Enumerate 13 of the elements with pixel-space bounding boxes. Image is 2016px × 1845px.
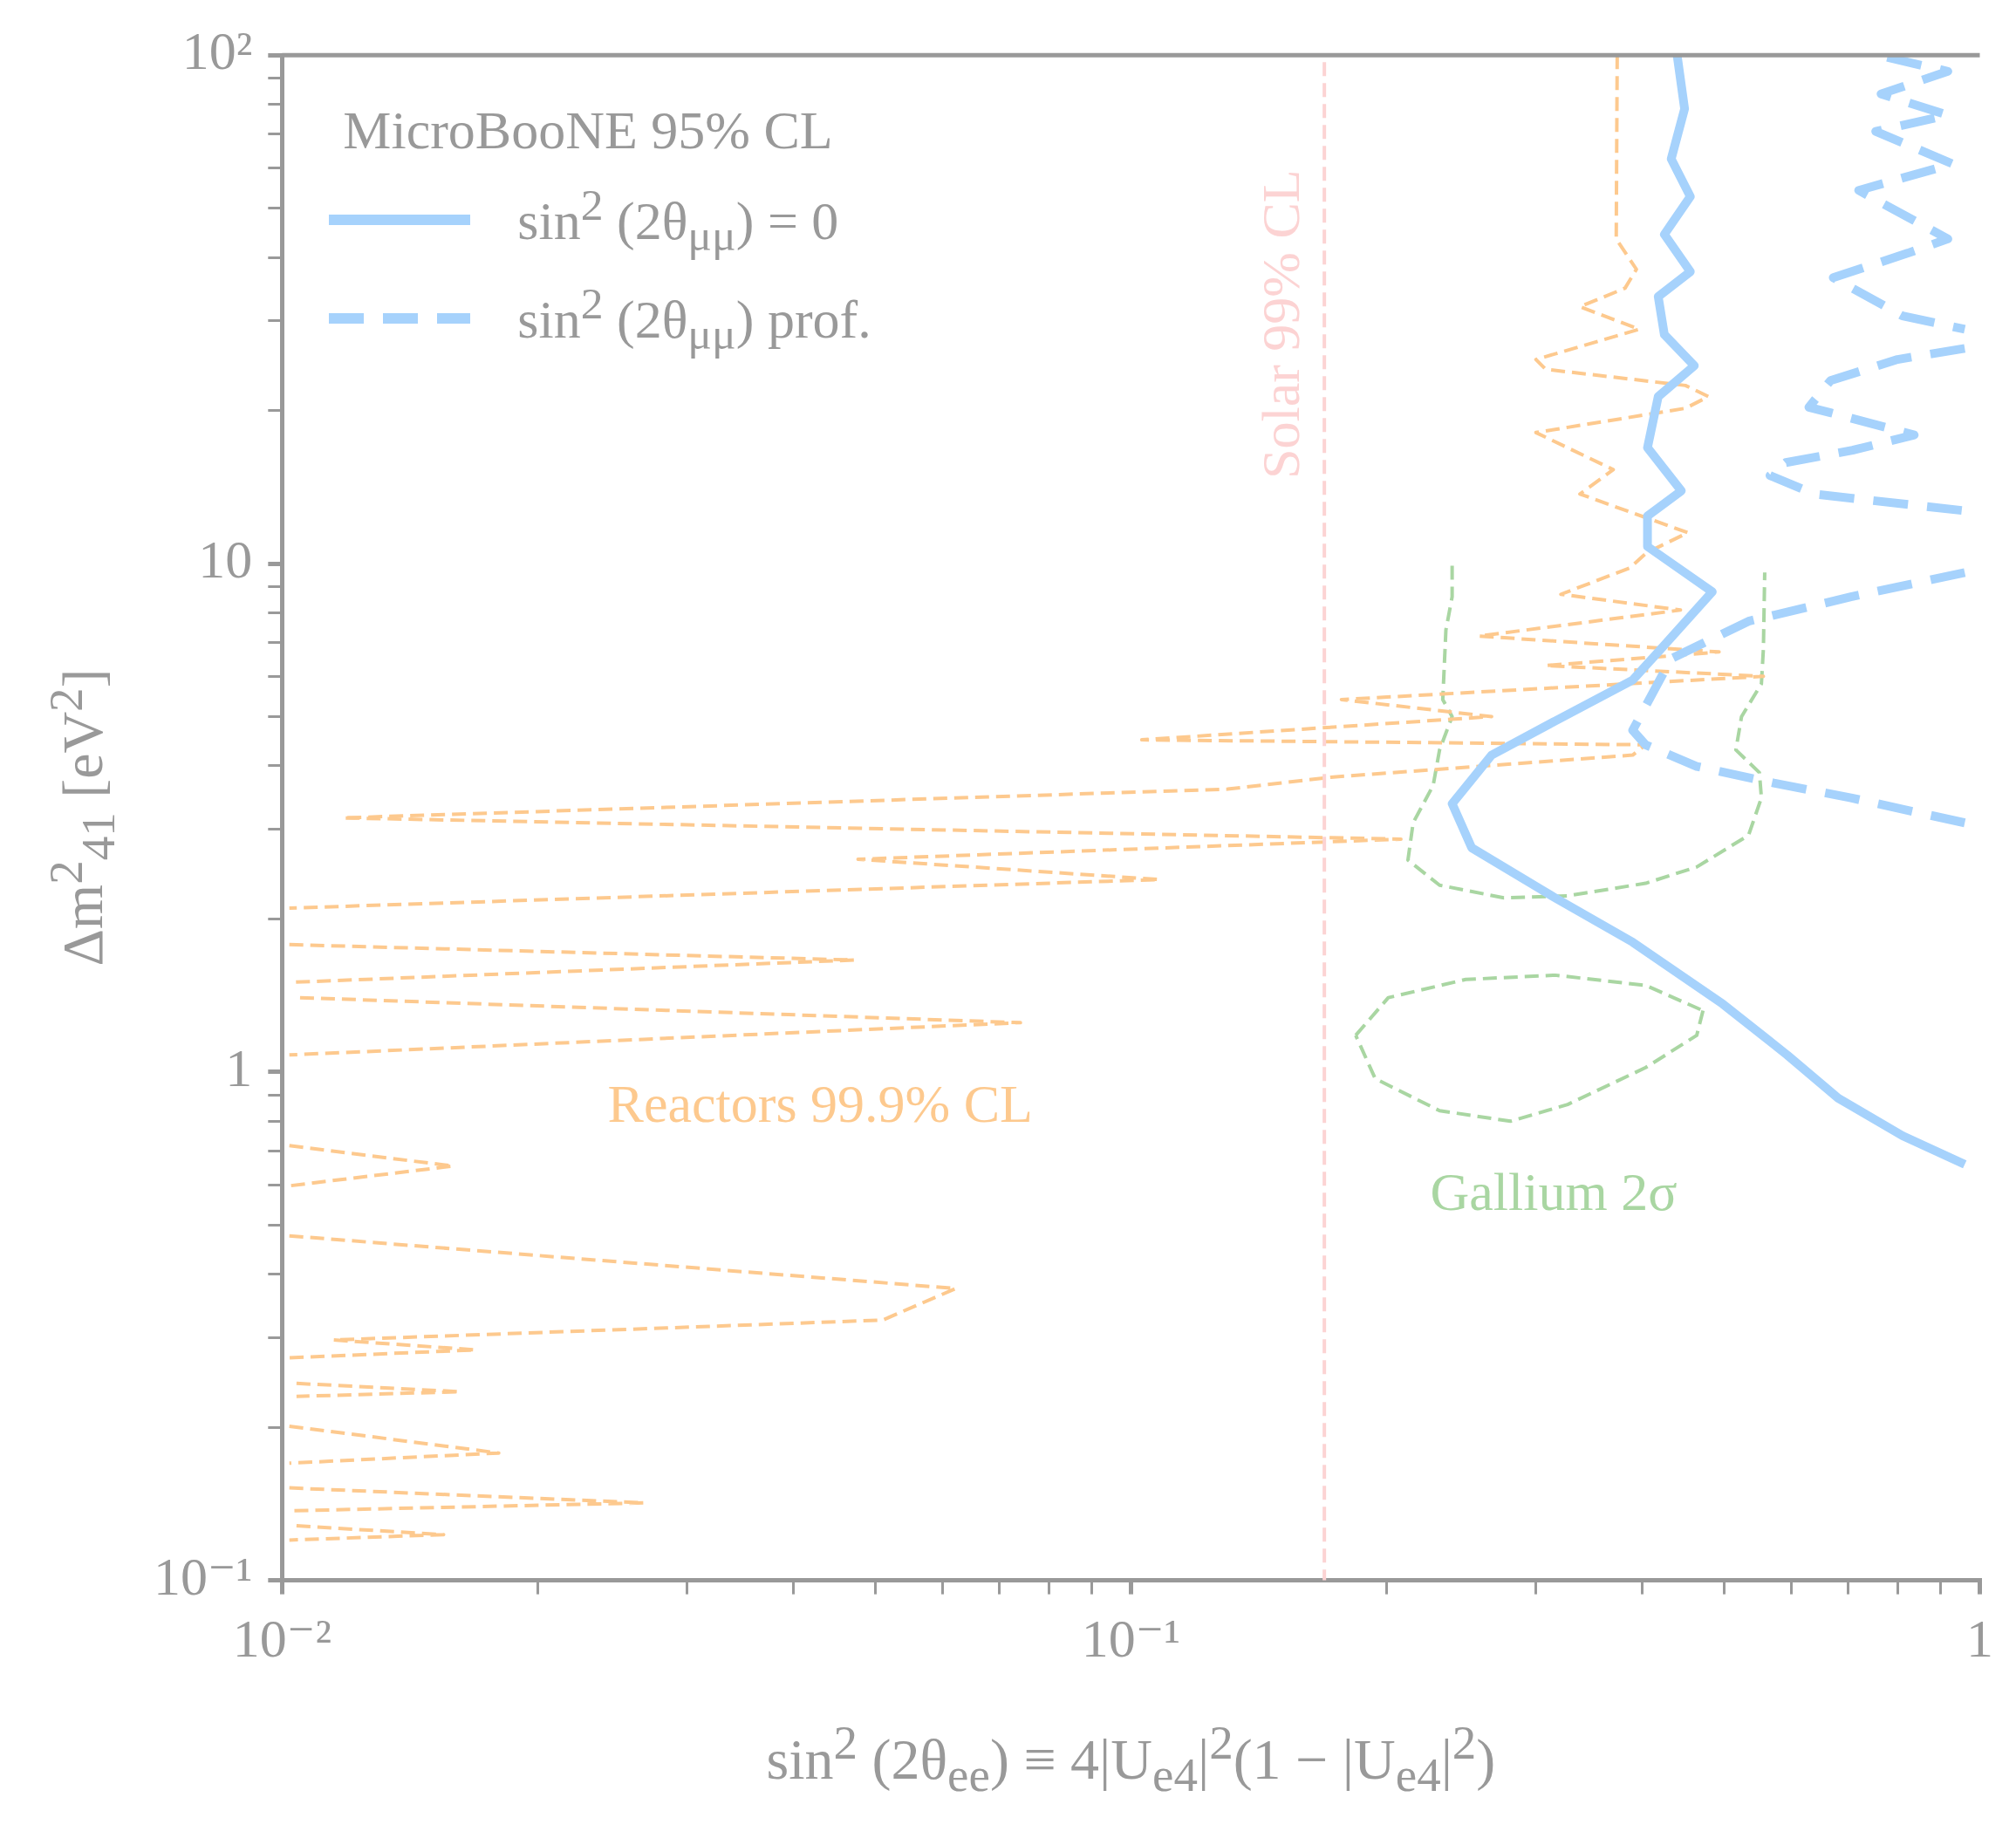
text: sin$^{2}$ (2θ$_{ee}$) ≡ 4|U$_{e4}$|$^{2}$(1 − |U$_{e4}$|$^{2}$): [766, 1716, 1496, 1802]
x-tick-label: 10⁻²: [232, 1609, 331, 1669]
legend-label: sin$^{2}$ (2θ$_{μμ}$) = 0: [517, 178, 839, 262]
y-tick-label: 10⁻¹: [153, 1546, 253, 1606]
y-tick-label: 10²: [181, 21, 253, 81]
x-tick-label: 1: [1966, 1609, 1993, 1669]
text: Gallium 2σ: [1430, 1162, 1678, 1222]
y-tick-label: 10: [198, 530, 253, 590]
legend-label: sin$^{2}$ (2θ$_{μμ}$) prof.: [517, 277, 871, 360]
text: Reactors 99.9% CL: [607, 1073, 1033, 1133]
x-tick-label: 10⁻¹: [1081, 1609, 1181, 1669]
legend-title: MicroBooNE 95% CL: [343, 99, 834, 162]
y-tick-label: 1: [225, 1038, 253, 1098]
